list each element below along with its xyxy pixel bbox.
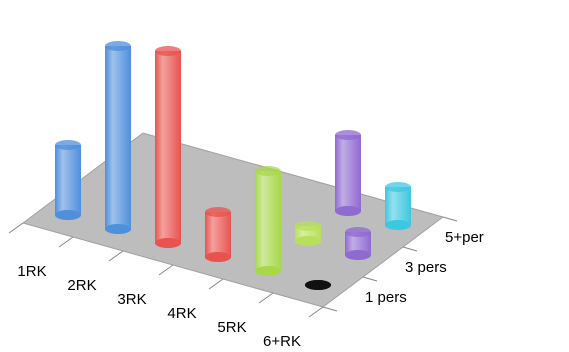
cylinder [295,221,321,246]
axis-tick [442,216,458,222]
cylinder [105,41,131,234]
bar [55,145,81,215]
axis-tick [8,222,24,234]
x-tick-label: 2RK [67,277,96,294]
axis-tick [158,264,174,276]
bar [155,51,181,243]
cylinder [305,280,331,290]
x-tick-label: 1RK [17,263,46,280]
axis-tick [362,276,378,282]
cylinder [255,166,281,276]
bar [385,187,411,225]
cylinder [385,182,411,230]
legend-label: 5+per [445,229,484,246]
axis-tick [402,246,418,252]
x-tick-label: 6+RK [263,333,301,350]
axis-tick [322,306,338,312]
cylinder [155,46,181,248]
x-tick-label: 5RK [217,319,246,336]
cylinder [345,227,371,260]
bar [105,46,131,229]
x-tick-label: 4RK [167,305,196,322]
legend-label: 1 pers [365,289,407,306]
cylinder [55,140,81,220]
axis-tick [58,236,74,248]
bar [255,171,281,271]
cylinder [335,130,361,216]
x-tick-label: 3RK [117,291,146,308]
bar [335,135,361,211]
axis-tick [208,278,224,290]
legend-label: 3 pers [405,259,447,276]
axis-tick [108,250,124,262]
axis-tick [258,292,274,304]
axis-tick [308,306,324,318]
bar [205,212,231,257]
bar [345,232,371,255]
cylinder [205,207,231,262]
